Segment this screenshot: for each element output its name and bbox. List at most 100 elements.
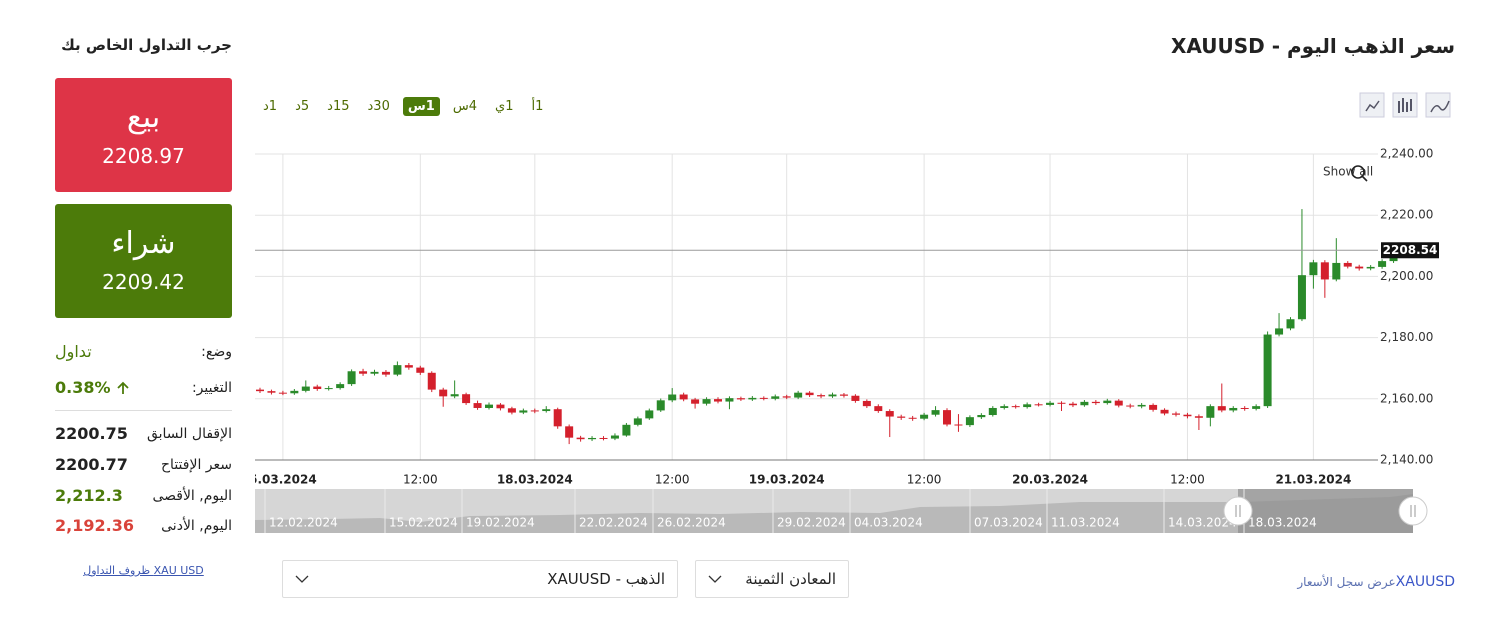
symbol-select[interactable]: الذهب - XAUUSD <box>282 560 678 598</box>
timeframe-button[interactable]: 30د <box>367 99 390 114</box>
candle-body <box>1172 413 1180 415</box>
candle-body <box>897 416 906 418</box>
toolbar-button[interactable] <box>1392 92 1418 118</box>
timeframe-button[interactable]: 4س <box>452 99 477 114</box>
toolbar-icon <box>1365 100 1380 112</box>
row-label: اليوم, الأقصى <box>152 487 232 504</box>
candle-body <box>1034 404 1043 406</box>
trading-conditions-link[interactable]: XAU USD ظروف التداول <box>83 564 204 577</box>
sell-button[interactable]: بيع 2208.97 <box>55 78 232 192</box>
timeframe-button[interactable]: 15د <box>327 99 350 114</box>
candle-body <box>1149 404 1158 410</box>
candle-body <box>1332 262 1341 280</box>
candle-body <box>851 395 860 401</box>
plot <box>255 153 1398 461</box>
info-row: اليوم, الأدنى 2,192.36 <box>55 516 232 535</box>
candle-body <box>1355 266 1364 269</box>
toolbar-icon <box>1430 100 1450 113</box>
last-price-tag <box>1381 242 1439 259</box>
candle-body <box>416 367 425 373</box>
sidebar-heading: جرب التداول الخاص بك <box>61 36 232 54</box>
row-label: سعر الإفتتاح <box>161 456 232 473</box>
candle-body <box>931 410 940 415</box>
y-tick-label: 2,240.00 <box>1380 147 1433 161</box>
row-value: 0.38% <box>55 378 111 397</box>
candle-body <box>1366 266 1375 269</box>
toolbar-button[interactable] <box>1425 92 1451 118</box>
buy-price: 2209.42 <box>102 270 185 294</box>
show-all[interactable]: Show all <box>1323 165 1373 179</box>
candle-body <box>794 392 803 398</box>
candle-body <box>668 394 677 401</box>
candle-body <box>988 407 997 416</box>
group-select[interactable]: المعادن الثمينة <box>695 560 849 598</box>
toolbar-button[interactable] <box>1359 92 1385 118</box>
sell-label: بيع <box>126 100 161 135</box>
candle-body <box>1183 414 1192 417</box>
candle-body <box>324 388 333 390</box>
candle-body <box>1217 406 1226 411</box>
handle-grip <box>1410 505 1416 517</box>
navigator-label: 04.03.2024 <box>854 516 923 530</box>
candle-body <box>954 424 963 426</box>
navigator-label: 26.02.2024 <box>657 516 726 530</box>
candle-body <box>473 403 482 408</box>
candle-body <box>588 437 597 440</box>
zoom-icon <box>1361 175 1368 182</box>
candle-body <box>805 392 814 396</box>
candle-body <box>450 394 459 397</box>
info-row: سعر الإفتتاح 2200.77 <box>55 455 232 474</box>
candle-body <box>977 415 986 418</box>
candle-body <box>1206 406 1215 418</box>
candle-body <box>725 398 734 402</box>
candle-body <box>1046 402 1055 405</box>
candle-body <box>530 410 539 412</box>
candle-body <box>828 394 837 397</box>
timeframe-button[interactable]: 1ي <box>495 99 514 114</box>
x-tick-label: 18.03.2024 <box>497 473 573 487</box>
x-tick-label: 19.03.2024 <box>749 473 825 487</box>
y-tick-label: 2,180.00 <box>1380 330 1433 344</box>
navigator-label: 22.02.2024 <box>579 516 648 530</box>
timeframe-button[interactable]: 1أ <box>531 99 544 114</box>
candle-body <box>519 410 528 413</box>
zoom-icon[interactable] <box>1351 165 1365 179</box>
candle-body <box>370 371 379 374</box>
navigator-area <box>255 494 1413 533</box>
candle-body <box>507 408 516 413</box>
navigator-handle[interactable] <box>1398 496 1428 526</box>
timeframe-button[interactable]: 1د <box>263 99 278 114</box>
navigator-label: 11.03.2024 <box>1051 516 1120 530</box>
x-tick-label: 21.03.2024 <box>1275 473 1351 487</box>
candle-body <box>336 384 345 389</box>
navigator-selection[interactable] <box>1238 489 1413 533</box>
candle-body <box>485 404 493 408</box>
candle-body <box>1389 256 1398 262</box>
handle-grip <box>1235 505 1241 517</box>
candle-body <box>553 409 562 427</box>
chevron <box>295 575 309 583</box>
candle-body <box>610 435 619 439</box>
candle-body <box>736 398 745 400</box>
candle-body <box>1343 262 1352 267</box>
x-tick-label: 20.03.2024 <box>1012 473 1088 487</box>
candle-body <box>839 394 848 396</box>
buy-button[interactable]: شراء 2209.42 <box>55 204 232 318</box>
navigator-handle[interactable] <box>1223 496 1253 526</box>
candle-body <box>1229 407 1238 411</box>
candle-body <box>1114 400 1123 406</box>
select-text: المعادن الثمينة <box>745 570 836 588</box>
timeframe-button[interactable]: 1س <box>402 97 440 116</box>
history-link[interactable]: XAUUSDعرض سجل الأسعار <box>1297 571 1455 590</box>
navigator-label: 29.02.2024 <box>777 516 846 530</box>
candle-body <box>462 394 471 404</box>
candle-body <box>1103 400 1112 404</box>
row-label: التغيير: <box>191 379 232 396</box>
candle-body <box>691 399 700 404</box>
page-title: سعر الذهب اليوم - XAUUSD <box>1170 34 1455 58</box>
candle-body <box>679 394 688 400</box>
navigator-label: 07.03.2024 <box>974 516 1043 530</box>
timeframe-button[interactable]: 5د <box>295 99 310 114</box>
y-tick-label: 2,140.00 <box>1380 453 1433 467</box>
